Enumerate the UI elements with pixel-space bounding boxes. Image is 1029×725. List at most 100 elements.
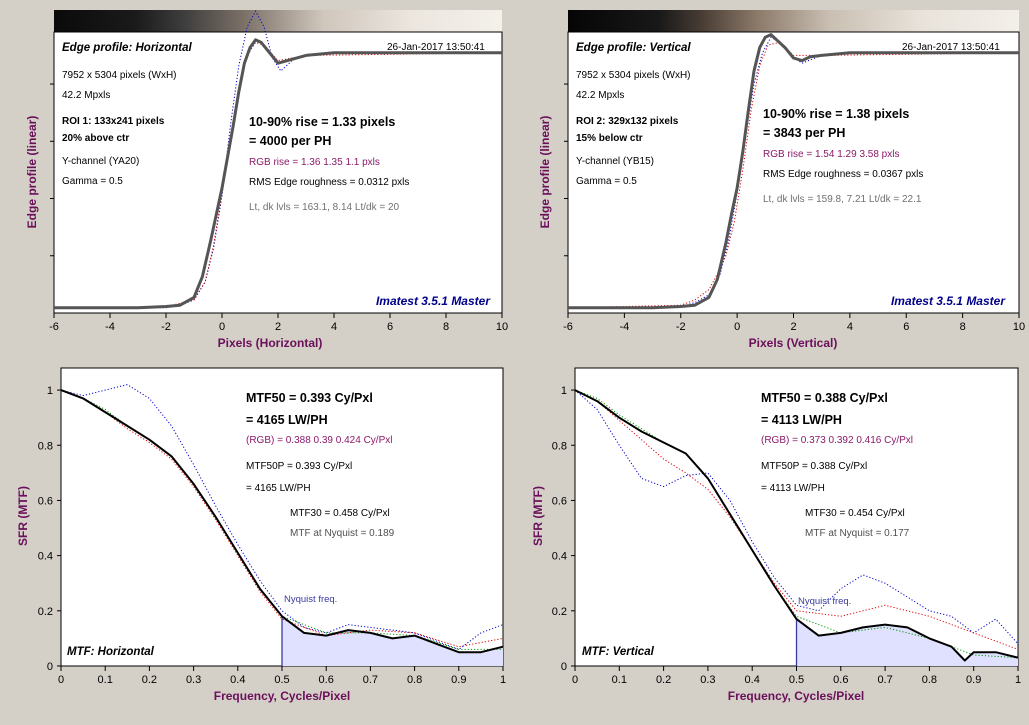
edge-series-group [567, 33, 1020, 310]
mtf50-rgb: (RGB) = 0.388 0.39 0.424 Cy/Pxl [246, 435, 392, 446]
x-tick-label: 6 [387, 321, 393, 333]
x-tick-label: -4 [619, 321, 629, 333]
x-tick-label: 0.5 [789, 674, 804, 686]
x-tick-label: 0.3 [186, 674, 201, 686]
light-dark-levels: Lt, dk lvls = 159.8, 7.21 Lt/dk = 22.1 [763, 194, 922, 205]
x-tick-label: 0.1 [612, 674, 627, 686]
edge-profile-horizontal-panel: -6 -4 -2 0 2 4 6 8 10 Edge profile: Horizontal 2… [25, 10, 508, 350]
nyquist-label: Nyquist freq. [284, 594, 337, 605]
gamma: Gamma = 0.5 [62, 176, 123, 187]
y-tick-label: 1 [47, 385, 53, 397]
x-tick-label: 0 [58, 674, 64, 686]
series-blue [574, 389, 1019, 645]
rise-pixels: 10-90% rise = 1.33 pixels [249, 115, 395, 129]
x-tick-label: 0.7 [363, 674, 378, 686]
series-red [60, 389, 504, 648]
x-tick-label: 0 [734, 321, 740, 333]
y-axis-label: SFR (MTF) [531, 486, 545, 546]
x-tick-label: 2 [790, 321, 796, 333]
x-tick-label: 0 [219, 321, 225, 333]
mtf-at-nyquist: MTF at Nyquist = 0.177 [805, 528, 910, 539]
x-tick-label: 0 [572, 674, 578, 686]
x-tick-label: 8 [443, 321, 449, 333]
y-tick-label: 0 [47, 661, 53, 673]
x-axis-label: Frequency, Cycles/Pixel [214, 689, 351, 703]
light-dark-levels: Lt, dk lvls = 163.1, 8.14 Lt/dk = 20 [249, 202, 400, 213]
rgb-rise: RGB rise = 1.36 1.35 1.1 pxls [249, 157, 380, 168]
edge-profile-vertical-panel: -6 -4 -2 0 2 4 6 8 10 Edge profile: Vertical 26-… [538, 10, 1025, 350]
x-tick-label: 0.3 [700, 674, 715, 686]
x-tick-label: -6 [49, 321, 59, 333]
mtf50-lwph: = 4165 LW/PH [246, 413, 328, 427]
x-tick-label: 6 [903, 321, 909, 333]
edge-series-group [53, 10, 503, 310]
mtf50-value: MTF50 = 0.393 Cy/Pxl [246, 391, 373, 405]
x-tick-label: 0.2 [656, 674, 671, 686]
series-luminance [568, 33, 1019, 310]
mtf-at-nyquist: MTF at Nyquist = 0.189 [290, 528, 395, 539]
megapixels: 42.2 Mpxls [576, 90, 624, 101]
series-luminance [54, 38, 502, 310]
x-tick-label: 0.2 [142, 674, 157, 686]
edge-title: Edge profile: Horizontal [62, 42, 193, 54]
mtf-title: MTF: Vertical [582, 646, 655, 658]
rise-per-ph: = 3843 per PH [763, 126, 845, 140]
x-tick-label: 10 [1013, 321, 1025, 333]
x-tick-label: 4 [847, 321, 853, 333]
x-axis-label: Pixels (Horizontal) [218, 336, 323, 350]
edge-date: 26-Jan-2017 13:50:41 [902, 42, 1000, 53]
y-tick-label: 0.4 [38, 551, 53, 563]
y-tick-label: 0.2 [38, 606, 53, 618]
x-tick-label: -2 [676, 321, 686, 333]
roi-location: 15% below ctr [576, 133, 643, 144]
series-blue [60, 384, 504, 650]
edge-title: Edge profile: Vertical [576, 42, 691, 54]
nyquist-region [282, 616, 503, 666]
nyquist-label: Nyquist freq. [798, 596, 851, 607]
y-axis-label: Edge profile (linear) [25, 116, 39, 229]
roi-location: 20% above ctr [62, 133, 129, 144]
x-tick-label: 0.5 [274, 674, 289, 686]
mtf-title: MTF: Horizontal [67, 646, 155, 658]
imatest-brand: Imatest 3.5.1 Master [376, 294, 491, 308]
mtf30-value: MTF30 = 0.458 Cy/Pxl [290, 508, 390, 519]
x-tick-label: 0.6 [833, 674, 848, 686]
series-luminance [574, 389, 1019, 662]
x-tick-label: 1 [1015, 674, 1021, 686]
roi-size: ROI 1: 133x241 pixels [62, 116, 165, 127]
x-tick-label: 0.6 [319, 674, 334, 686]
mtf-series-group [60, 384, 504, 666]
x-tick-label: 0.4 [230, 674, 245, 686]
rgb-rise: RGB rise = 1.54 1.29 3.58 pxls [763, 149, 899, 160]
series-luminance [60, 389, 504, 654]
y-tick-label: 1 [561, 385, 567, 397]
image-size: 7952 x 5304 pixels (WxH) [576, 70, 691, 81]
y-tick-label: 0.2 [552, 606, 567, 618]
gamma: Gamma = 0.5 [576, 176, 637, 187]
edge-axes-group: -6 -4 -2 0 2 4 6 8 10 [49, 83, 508, 333]
mtf-series-group [574, 389, 1019, 666]
megapixels: 42.2 Mpxls [62, 90, 110, 101]
mtf-plot-area [60, 367, 504, 667]
series-blue [567, 36, 1019, 309]
mtf-axes-group: 0 0.1 0.2 0.3 0.4 0.5 0.6 0.7 0.8 0.9 1 0 0.2 0.4 0.6 0… [38, 385, 506, 686]
x-tick-label: 1 [500, 674, 506, 686]
x-axis-label: Pixels (Vertical) [749, 336, 838, 350]
mtf50-value: MTF50 = 0.388 Cy/Pxl [761, 391, 888, 405]
y-tick-label: 0.8 [552, 440, 567, 452]
imatest-brand: Imatest 3.5.1 Master [891, 294, 1006, 308]
mtf50p-value: MTF50P = 0.393 Cy/Pxl [246, 461, 352, 472]
edge-plot-area [53, 31, 503, 314]
mtf-plot-area [574, 367, 1019, 667]
x-tick-label: 0.8 [922, 674, 937, 686]
edge-date: 26-Jan-2017 13:50:41 [387, 42, 485, 53]
x-axis-label: Frequency, Cycles/Pixel [728, 689, 865, 703]
mtf-horizontal-panel: 0 0.1 0.2 0.3 0.4 0.5 0.6 0.7 0.8 0.9 1 0 0.2 0.4 0.6 0… [16, 367, 506, 703]
y-axis-label: Edge profile (linear) [538, 116, 552, 229]
roi-size: ROI 2: 329x132 pixels [576, 116, 679, 127]
image-size: 7952 x 5304 pixels (WxH) [62, 70, 177, 81]
edge-image-strip [568, 10, 1019, 32]
mtf50-rgb: (RGB) = 0.373 0.392 0.416 Cy/Pxl [761, 435, 913, 446]
x-tick-label: -4 [105, 321, 115, 333]
mtf50p-value: MTF50P = 0.388 Cy/Pxl [761, 461, 867, 472]
